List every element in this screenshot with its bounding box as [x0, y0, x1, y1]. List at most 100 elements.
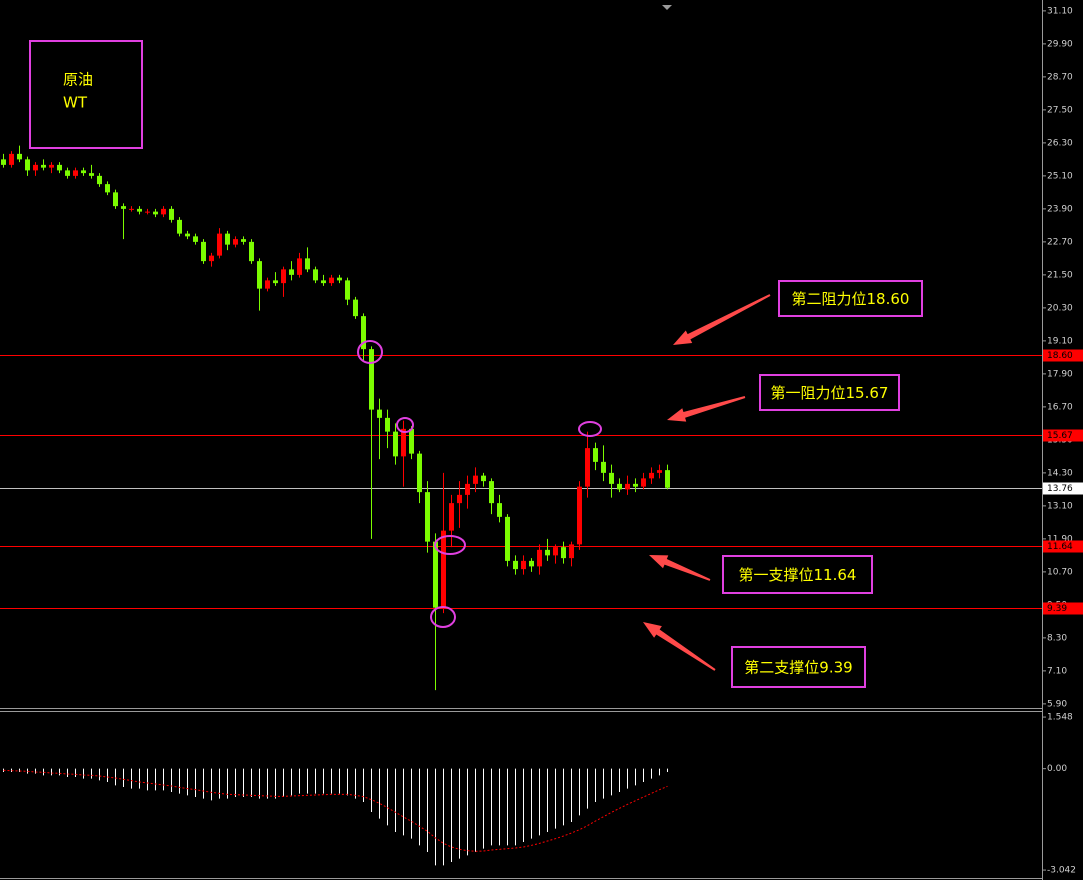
candle-body [105, 184, 110, 193]
candle-body [497, 503, 502, 517]
candle-body [377, 409, 382, 418]
candle-body [321, 280, 326, 284]
y-tick-label: 8.30 [1047, 633, 1067, 643]
candle-body [561, 547, 566, 559]
candle-body [289, 269, 294, 275]
level-tag-label: 9.39 [1047, 604, 1067, 614]
candle-body [409, 428, 414, 454]
shift-marker [662, 5, 672, 10]
y-tick-label: 25.10 [1047, 171, 1073, 181]
y-tick-label: 27.50 [1047, 105, 1073, 115]
candle-body [41, 164, 46, 168]
level-tag [1043, 349, 1083, 362]
candle-body [233, 239, 238, 245]
highlight-circle [578, 421, 602, 437]
candle-body [401, 428, 406, 457]
candle-body [473, 475, 478, 484]
candle-body [73, 170, 78, 176]
plot: 31.10 29.90 28.70 27.50 26.30 25.10 23.90 22.70… [0, 6, 1083, 876]
candle-body [625, 483, 630, 490]
arrow [649, 555, 711, 581]
candle-body [569, 544, 574, 559]
annotations: 第二阻力位18.60 第一阻力位15.67 第一支撑位11.64 第二支撑位9.39 [357, 280, 923, 688]
y-tick-label: 14.30 [1047, 468, 1073, 478]
y-tick-label: 0.00 [1047, 764, 1067, 774]
level-tag [1043, 482, 1083, 495]
candle-body [193, 236, 198, 242]
candle-body [529, 560, 534, 567]
candle-body [145, 211, 150, 213]
candle-body [489, 481, 494, 504]
arrow [667, 396, 746, 422]
symbol-box [29, 40, 143, 149]
y-tick-label: 28.70 [1047, 72, 1073, 82]
y-tick-label: 7.10 [1047, 666, 1067, 676]
y-tick-label: 1.548 [1047, 713, 1073, 723]
level-tag-label: 18.60 [1047, 351, 1073, 361]
candle-body [513, 560, 518, 570]
candle-body [593, 448, 598, 462]
annotation-box [731, 646, 866, 688]
level-tag-label: 11.64 [1047, 542, 1073, 552]
y-tick-label: 19.10 [1047, 336, 1073, 346]
candle-body [17, 153, 22, 160]
candle-body [9, 153, 14, 165]
y-tick-label: 23.90 [1047, 204, 1073, 214]
candle-body [241, 239, 246, 242]
candle-body [217, 233, 222, 256]
y-tick-label: 10.70 [1047, 567, 1073, 577]
annotation-box [759, 374, 900, 411]
candle-body [537, 549, 542, 567]
y-tick-label: 21.50 [1047, 270, 1073, 280]
candle-body [137, 208, 142, 212]
y-tick-label: 13.10 [1047, 501, 1073, 511]
candle-body [361, 316, 366, 350]
candle-body [81, 170, 86, 174]
y-tick-label: 11.90 [1047, 534, 1073, 544]
candle-body [553, 547, 558, 556]
level-tag [1043, 540, 1083, 553]
candle-body [1, 159, 6, 165]
arrow [643, 622, 716, 671]
highlight-circle [430, 606, 456, 628]
candle-body [649, 472, 654, 479]
candle-body [97, 175, 102, 185]
symbol-label: 原油 [63, 71, 93, 89]
candle-body [177, 219, 182, 234]
candle-body [201, 241, 206, 262]
level-tag-label: 15.67 [1047, 431, 1073, 441]
candle-body [313, 269, 318, 281]
candle-body [169, 208, 174, 220]
highlight-circle [434, 535, 466, 555]
y-tick-label: -3.042 [1047, 866, 1076, 876]
highlight-circle [396, 417, 414, 433]
candle-body [433, 541, 438, 608]
y-tick-label: 20.30 [1047, 303, 1073, 313]
annotation-box [778, 280, 923, 317]
y-tick-label: 16.70 [1047, 402, 1073, 412]
annotation-label: 第二支撑位9.39 [744, 659, 852, 677]
candle-body [417, 453, 422, 493]
candle-body [353, 299, 358, 317]
arrow [673, 294, 771, 345]
candle-body [577, 486, 582, 545]
candle-body [185, 233, 190, 237]
candle-body [505, 516, 510, 561]
candle-body [89, 173, 94, 176]
candle-body [129, 208, 134, 210]
candle-body [25, 159, 30, 171]
candle-body [225, 233, 230, 245]
candle-body [545, 549, 550, 556]
annotation-box [722, 555, 873, 594]
candle-body [521, 560, 526, 570]
candle-body [609, 472, 614, 484]
candle-body [249, 241, 254, 262]
candle-body [641, 478, 646, 487]
candle-body [465, 483, 470, 495]
candle-body [345, 280, 350, 300]
candle-body [153, 211, 158, 215]
y-tick-label: 29.90 [1047, 39, 1073, 49]
candle-body [161, 208, 166, 215]
